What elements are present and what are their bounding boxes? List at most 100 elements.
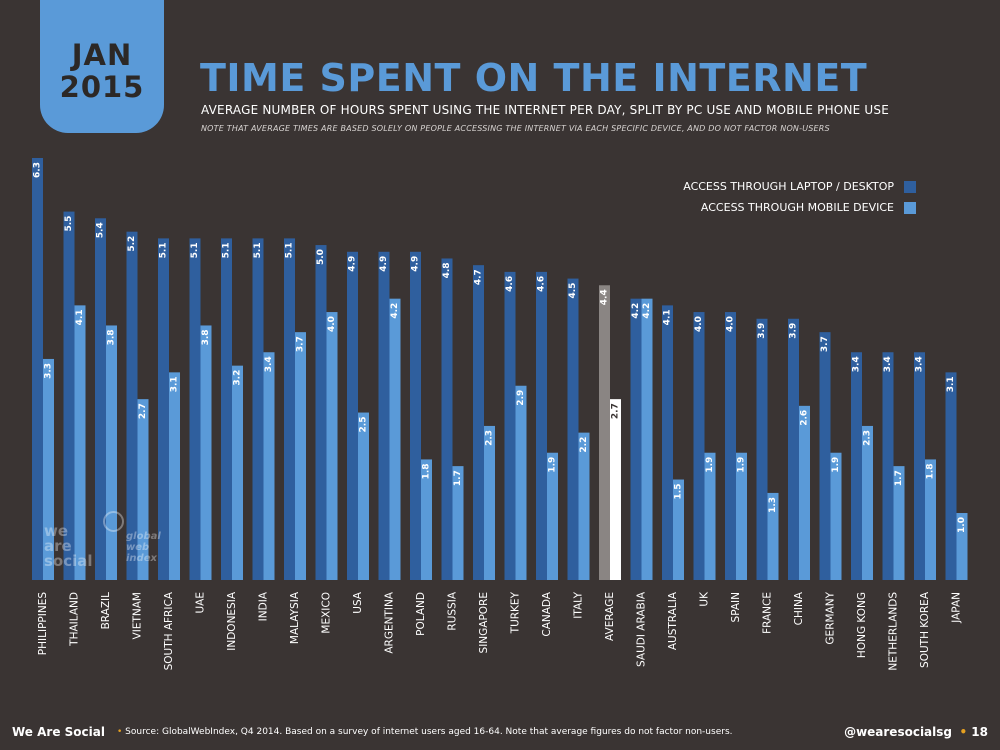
bar-laptop bbox=[725, 312, 736, 580]
data-label: 4.7 bbox=[474, 269, 484, 285]
bar-laptop bbox=[882, 352, 894, 580]
date-month: JAN bbox=[71, 38, 133, 72]
bar-laptop bbox=[63, 211, 75, 581]
legend-label-laptop: ACCESS THROUGH LAPTOP / DESKTOP bbox=[683, 180, 894, 193]
data-label: 3.8 bbox=[201, 329, 211, 345]
data-label: 3.1 bbox=[170, 376, 180, 392]
data-label: 1.0 bbox=[957, 517, 967, 533]
bar-mobile bbox=[799, 405, 810, 580]
watermark-line: index bbox=[126, 553, 157, 564]
bar-mobile bbox=[200, 325, 212, 580]
category-label: TURKEY bbox=[510, 591, 522, 634]
data-label: 6.3 bbox=[33, 162, 43, 178]
legend-item-laptop: ACCESS THROUGH LAPTOP / DESKTOP bbox=[683, 176, 916, 197]
bar-mobile bbox=[925, 459, 936, 580]
bar-mobile bbox=[484, 425, 495, 580]
category-label: ARGENTINA bbox=[384, 591, 396, 653]
data-label: 3.4 bbox=[852, 356, 862, 372]
category-label: ITALY bbox=[573, 591, 585, 618]
category-label: CANADA bbox=[541, 591, 553, 636]
footer: We Are Social • Source: GlobalWebIndex, … bbox=[0, 714, 1000, 750]
bar-mobile bbox=[610, 399, 621, 580]
data-label: 4.0 bbox=[694, 316, 704, 332]
data-label: 1.9 bbox=[737, 457, 747, 473]
category-label: FRANCE bbox=[762, 592, 774, 634]
page-title: TIME SPENT ON THE INTERNET bbox=[200, 56, 868, 100]
data-label: 5.1 bbox=[222, 242, 232, 258]
bar-laptop bbox=[662, 305, 673, 580]
bar-mobile bbox=[137, 399, 149, 580]
data-label: 3.2 bbox=[233, 370, 243, 386]
bar-laptop bbox=[819, 332, 831, 580]
footer-source-text: Source: GlobalWebIndex, Q4 2014. Based o… bbox=[125, 727, 733, 737]
category-label: UK bbox=[699, 591, 711, 607]
legend-label-mobile: ACCESS THROUGH MOBILE DEVICE bbox=[700, 201, 894, 214]
bar-laptop bbox=[693, 312, 705, 580]
bar-mobile bbox=[389, 298, 401, 580]
category-label: AVERAGE bbox=[604, 592, 616, 641]
category-label: SAUDI ARABIA bbox=[636, 591, 648, 667]
data-label: 2.3 bbox=[485, 430, 495, 446]
page-note: NOTE THAT AVERAGE TIMES ARE BASED SOLELY… bbox=[201, 124, 830, 133]
category-label: AUSTRALIA bbox=[667, 591, 679, 650]
bar-laptop bbox=[32, 158, 43, 580]
footer-handle[interactable]: @wearesocialsg bbox=[844, 725, 952, 739]
data-label: 2.7 bbox=[138, 403, 148, 419]
data-label: 1.3 bbox=[768, 497, 778, 513]
bar-mobile bbox=[421, 459, 432, 580]
bar-laptop bbox=[441, 258, 453, 580]
bar-mobile bbox=[767, 492, 779, 580]
bar-mobile bbox=[169, 372, 180, 580]
data-label: 4.1 bbox=[663, 309, 673, 325]
category-label: CHINA bbox=[793, 591, 805, 625]
category-label: PHILIPPINES bbox=[37, 592, 49, 656]
bar-mobile bbox=[232, 365, 243, 580]
bar-chart: 6.3 3.3 PHILIPPINES 5.5 4.1 THAILAND 5.4 3.8 BRA… bbox=[32, 158, 968, 671]
data-label: 4.9 bbox=[348, 256, 358, 272]
data-label: 2.7 bbox=[611, 403, 621, 419]
bar-laptop bbox=[536, 271, 547, 580]
legend-swatch-mobile bbox=[904, 201, 916, 214]
data-label: 4.6 bbox=[537, 276, 547, 292]
data-label: 3.9 bbox=[789, 323, 799, 339]
category-label: USA bbox=[352, 591, 364, 614]
data-label: 3.9 bbox=[757, 323, 767, 339]
bar-mobile bbox=[74, 305, 86, 580]
bar-mobile bbox=[547, 452, 558, 580]
footer-brand: We Are Social bbox=[12, 725, 105, 739]
we-are-social-watermark: we are social bbox=[44, 524, 93, 569]
data-label: 1.7 bbox=[453, 470, 463, 486]
category-label: JAPAN bbox=[951, 592, 963, 624]
bar-mobile bbox=[956, 513, 968, 580]
watermark-line: we bbox=[44, 522, 69, 540]
data-label: 5.5 bbox=[64, 216, 74, 232]
watermark-line: social bbox=[44, 552, 93, 570]
category-label: GERMANY bbox=[825, 591, 837, 644]
data-label: 4.0 bbox=[726, 316, 736, 332]
bar-mobile bbox=[295, 332, 306, 580]
data-label: 4.0 bbox=[327, 316, 337, 332]
globalwebindex-watermark: global web index bbox=[126, 531, 161, 564]
footer-bullet-icon: • bbox=[117, 727, 126, 737]
data-label: 3.4 bbox=[915, 356, 925, 372]
bar-mobile bbox=[452, 466, 464, 580]
bar-laptop bbox=[630, 298, 642, 580]
bar-laptop bbox=[189, 238, 201, 580]
bar-laptop bbox=[851, 352, 862, 580]
data-label: 4.9 bbox=[411, 256, 421, 272]
data-label: 2.9 bbox=[516, 390, 526, 406]
data-label: 3.1 bbox=[946, 376, 956, 392]
bar-mobile bbox=[358, 412, 369, 580]
data-label: 1.7 bbox=[894, 470, 904, 486]
category-label: INDONESIA bbox=[226, 591, 238, 651]
bar-mobile bbox=[736, 452, 747, 580]
bar-laptop bbox=[504, 271, 516, 580]
bar-laptop bbox=[378, 251, 390, 580]
watermark-line: web bbox=[126, 542, 150, 553]
data-label: 4.1 bbox=[75, 309, 85, 325]
bar-mobile bbox=[515, 385, 527, 580]
bar-mobile bbox=[263, 352, 275, 580]
data-label: 1.9 bbox=[548, 457, 558, 473]
date-tab: JAN 2015 bbox=[40, 0, 164, 133]
data-label: 1.9 bbox=[831, 457, 841, 473]
